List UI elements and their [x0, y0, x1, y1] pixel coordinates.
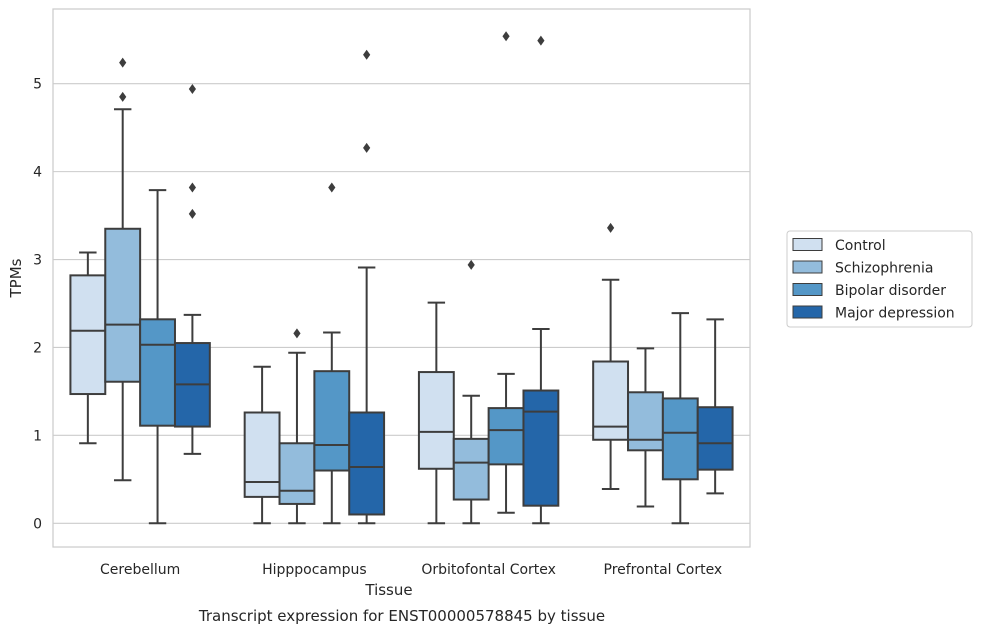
outlier-point	[188, 182, 196, 193]
legend-swatch	[792, 305, 823, 319]
outlier-point	[328, 182, 336, 193]
y-tick-label: 1	[33, 428, 42, 444]
legend-label: Bipolar disorder	[835, 283, 946, 299]
box	[278, 442, 316, 505]
y-tick-label: 2	[33, 340, 42, 356]
legend-frame	[786, 230, 973, 328]
box-group	[139, 189, 176, 525]
box	[313, 370, 351, 472]
outlier-point	[188, 83, 196, 94]
y-tick-label: 0	[33, 516, 42, 532]
plot-frame	[52, 8, 751, 548]
outlier-point	[363, 49, 371, 60]
outlier-point	[293, 328, 301, 339]
figure-caption: Transcript expression for ENST0000057884…	[198, 607, 605, 625]
plot-boxes	[69, 31, 734, 525]
x-tick-label: Prefrontal Cortex	[604, 562, 723, 578]
x-tick-label: Orbitofontal Cortex	[421, 562, 556, 578]
y-tick-label: 3	[33, 253, 42, 269]
box-group	[278, 328, 316, 525]
box	[661, 397, 699, 481]
box-group	[313, 182, 351, 525]
outlier-point	[363, 142, 371, 153]
box	[243, 411, 281, 498]
outlier-point	[467, 259, 475, 270]
box-group	[696, 318, 734, 495]
y-tick-labels: 0 1 2 3 4 5	[33, 77, 42, 533]
box-group	[487, 31, 525, 514]
box	[69, 274, 107, 396]
box	[139, 318, 176, 427]
x-axis-title: Tissue	[364, 581, 412, 599]
box	[592, 360, 630, 441]
x-tick-label: Cerebellum	[100, 562, 180, 578]
box	[104, 227, 142, 383]
outlier-point	[502, 31, 510, 42]
x-tick-label: Hipppocampus	[262, 562, 367, 578]
legend-label: Major depression	[835, 306, 955, 322]
legend: Control Schizophrenia Bipolar disorder Majo…	[786, 230, 973, 328]
legend-swatch	[792, 238, 823, 251]
outlier-point	[188, 208, 196, 219]
box	[452, 437, 490, 501]
legend-swatch	[792, 283, 823, 296]
box	[696, 406, 734, 471]
outlier-point	[607, 222, 615, 233]
legend-swatch	[792, 260, 823, 274]
box-group	[348, 49, 386, 525]
box-group	[627, 347, 664, 508]
box-group	[243, 365, 281, 525]
outlier-point	[537, 35, 545, 46]
box-group	[522, 35, 560, 525]
box	[627, 391, 664, 452]
legend-label: Control	[835, 238, 886, 254]
outlier-point	[119, 57, 127, 68]
x-tick-labels: Cerebellum Hipppocampus Orbitofontal Corte…	[100, 562, 722, 578]
y-tick-label: 5	[33, 77, 42, 93]
box	[522, 389, 560, 507]
outlier-point	[119, 91, 127, 102]
box-group	[417, 301, 455, 525]
box-group	[661, 312, 699, 525]
box-group	[173, 83, 211, 455]
y-tick-label: 4	[33, 165, 42, 181]
box-group	[592, 222, 630, 490]
box	[348, 411, 386, 516]
box-group	[104, 57, 142, 482]
y-axis-title: TPMs	[7, 258, 25, 298]
box-group	[452, 259, 490, 525]
box	[487, 407, 525, 466]
box	[417, 371, 455, 470]
legend-label: Schizophrenia	[835, 261, 933, 277]
